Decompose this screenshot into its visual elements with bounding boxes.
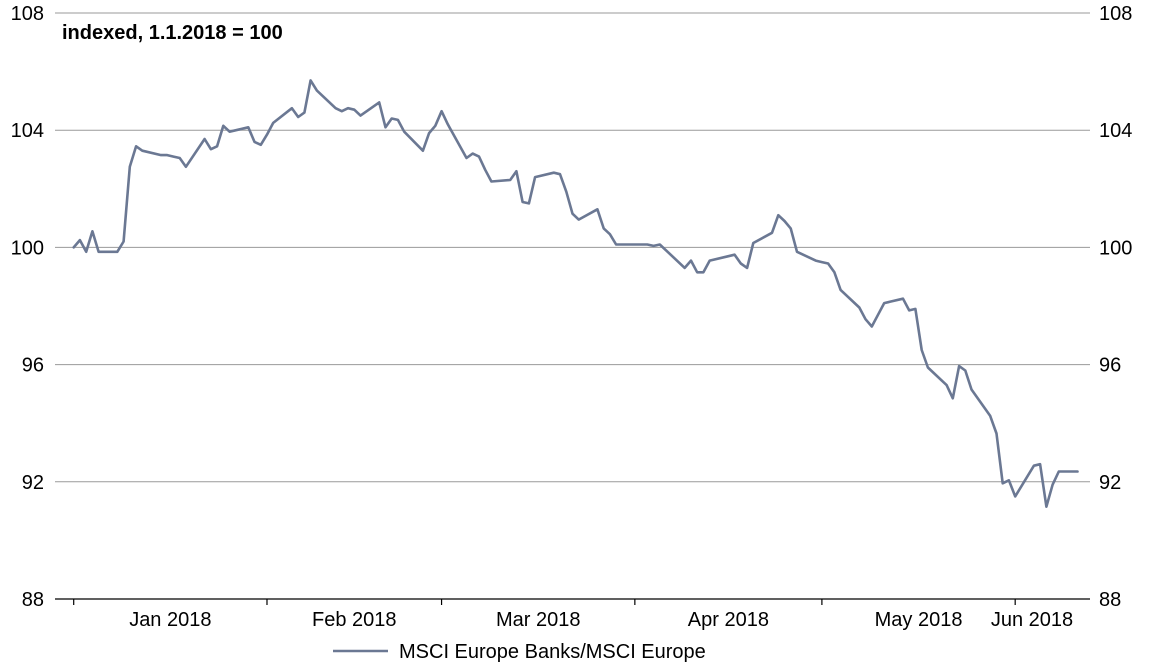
y-tick-label-left: 96 [22,355,44,377]
x-axis-ticks: Jan 2018 Feb 2018 Mar 2018 Apr 2018 May 2018… [73,599,1073,631]
y-tick-label-right: 104 [1099,120,1132,142]
y-tick-label-left: 100 [11,237,44,259]
y-tick-label-left: 88 [22,589,44,611]
y-tick-label-right: 88 [1099,589,1121,611]
y-tick-label-left: 92 [22,472,44,494]
y-tick-label-right: 92 [1099,472,1121,494]
legend-label: MSCI Europe Banks/MSCI Europe [399,641,706,663]
y-tick-label-left: 108 [11,3,44,25]
series-line [72,79,1079,508]
y-tick-label-left: 104 [11,120,44,142]
x-tick-label: Feb 2018 [312,609,397,631]
y-tick-label-right: 100 [1099,237,1132,259]
y-tick-label-right: 108 [1099,3,1132,25]
y-tick-label-right: 96 [1099,355,1121,377]
x-tick-label: Jan 2018 [129,609,211,631]
x-tick-label: Mar 2018 [496,609,581,631]
series-group [72,79,1079,508]
x-tick-label: May 2018 [875,609,963,631]
x-tick-label: Apr 2018 [688,609,769,631]
y-axis-right-ticks: 88 92 96 100 104 108 [1099,3,1132,611]
chart-subtitle: indexed, 1.1.2018 = 100 [62,22,283,44]
x-tick-label: Jun 2018 [991,609,1073,631]
legend: MSCI Europe Banks/MSCI Europe [333,641,706,663]
y-axis-left-ticks: 88 92 96 100 104 108 [11,3,44,611]
gridlines [55,12,1090,483]
